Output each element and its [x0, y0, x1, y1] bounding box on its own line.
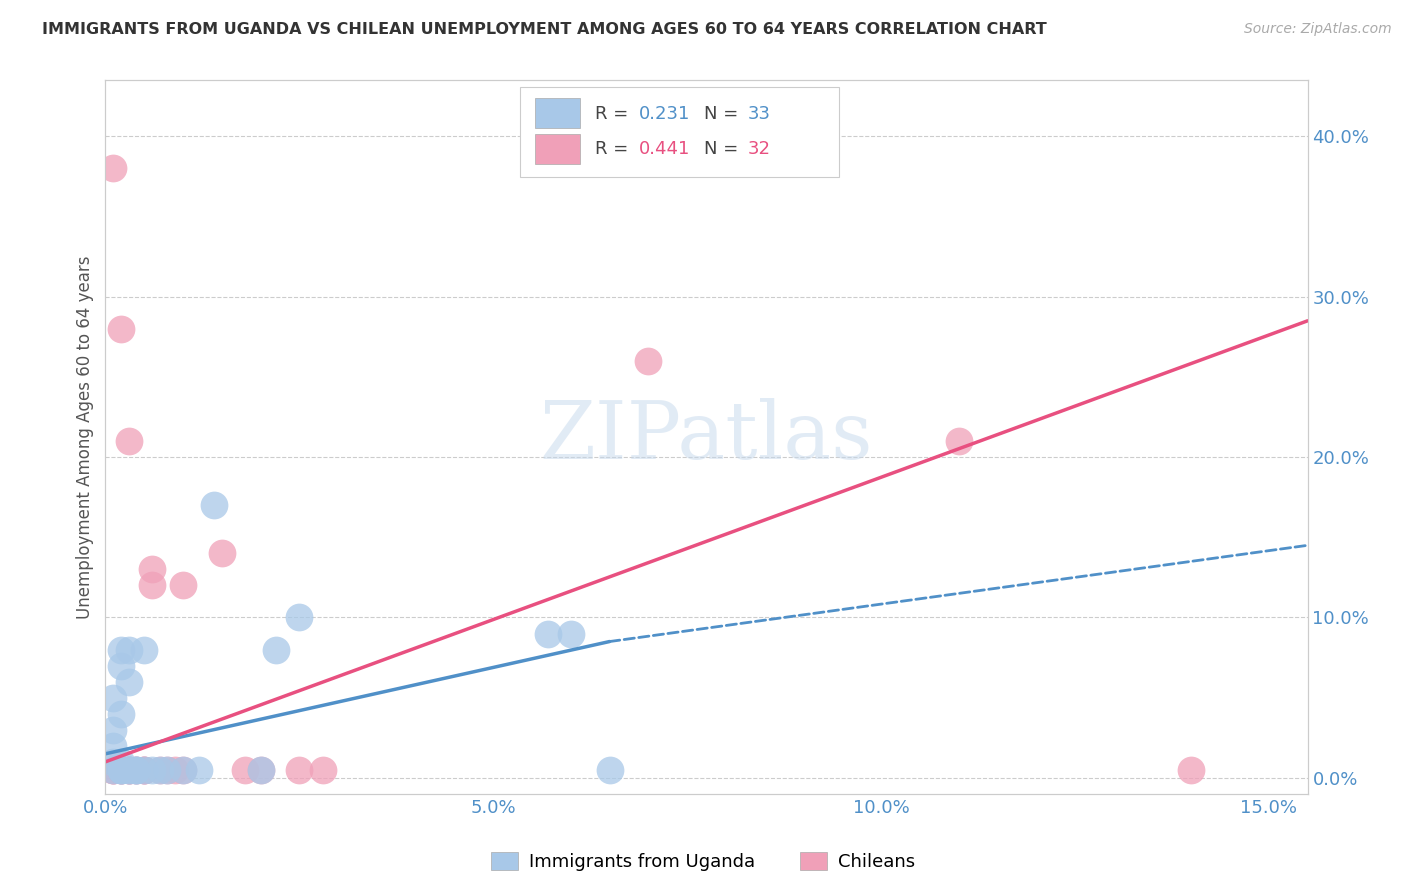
FancyBboxPatch shape — [520, 87, 839, 177]
Point — [560, 626, 582, 640]
Point — [172, 578, 194, 592]
Point — [637, 354, 659, 368]
Point — [311, 763, 333, 777]
Point — [118, 674, 141, 689]
Point — [118, 763, 141, 777]
Point — [134, 763, 156, 777]
Point — [110, 763, 132, 777]
Point — [536, 626, 558, 640]
Point — [110, 763, 132, 777]
Point — [110, 322, 132, 336]
Text: R =: R = — [595, 141, 628, 159]
Point — [110, 763, 132, 777]
Point — [134, 763, 156, 777]
Point — [156, 763, 179, 777]
Point — [118, 763, 141, 777]
Point — [249, 763, 271, 777]
Point — [110, 763, 132, 777]
Point — [288, 763, 311, 777]
Point — [125, 763, 148, 777]
Point — [103, 161, 125, 176]
Point — [103, 690, 125, 705]
Legend: Immigrants from Uganda, Chileans: Immigrants from Uganda, Chileans — [484, 845, 922, 879]
Point — [118, 763, 141, 777]
Point — [118, 642, 141, 657]
Point — [103, 763, 125, 777]
Point — [103, 763, 125, 777]
FancyBboxPatch shape — [534, 98, 581, 128]
Point — [211, 546, 233, 560]
Point — [118, 434, 141, 448]
Point — [134, 642, 156, 657]
Text: ZIPatlas: ZIPatlas — [540, 398, 873, 476]
Point — [118, 763, 141, 777]
Point — [110, 642, 132, 657]
Text: N =: N = — [704, 141, 738, 159]
Point — [165, 763, 187, 777]
Text: 33: 33 — [748, 105, 770, 123]
Point — [149, 763, 172, 777]
FancyBboxPatch shape — [534, 134, 581, 164]
Point — [187, 763, 209, 777]
Point — [110, 755, 132, 769]
Point — [264, 642, 287, 657]
Point — [125, 763, 148, 777]
Y-axis label: Unemployment Among Ages 60 to 64 years: Unemployment Among Ages 60 to 64 years — [76, 255, 94, 619]
Point — [103, 755, 125, 769]
Point — [156, 763, 179, 777]
Point — [1180, 763, 1202, 777]
Point — [948, 434, 970, 448]
Point — [110, 763, 132, 777]
Text: 32: 32 — [748, 141, 770, 159]
Point — [110, 706, 132, 721]
Point — [134, 763, 156, 777]
Point — [125, 763, 148, 777]
Point — [103, 763, 125, 777]
Point — [103, 739, 125, 753]
Point — [110, 763, 132, 777]
Point — [599, 763, 621, 777]
Point — [141, 578, 163, 592]
Text: IMMIGRANTS FROM UGANDA VS CHILEAN UNEMPLOYMENT AMONG AGES 60 TO 64 YEARS CORRELA: IMMIGRANTS FROM UGANDA VS CHILEAN UNEMPL… — [42, 22, 1047, 37]
Point — [103, 763, 125, 777]
Point — [125, 763, 148, 777]
Text: 0.231: 0.231 — [640, 105, 690, 123]
Text: N =: N = — [704, 105, 738, 123]
Point — [149, 763, 172, 777]
Point — [233, 763, 256, 777]
Point — [125, 763, 148, 777]
Point — [110, 658, 132, 673]
Point — [249, 763, 271, 777]
Point — [141, 562, 163, 576]
Text: Source: ZipAtlas.com: Source: ZipAtlas.com — [1244, 22, 1392, 37]
Point — [103, 723, 125, 737]
Point — [288, 610, 311, 624]
Point — [172, 763, 194, 777]
Point — [118, 763, 141, 777]
Text: 0.441: 0.441 — [640, 141, 690, 159]
Point — [141, 763, 163, 777]
Point — [202, 498, 225, 512]
Text: R =: R = — [595, 105, 628, 123]
Point — [172, 763, 194, 777]
Point — [134, 763, 156, 777]
